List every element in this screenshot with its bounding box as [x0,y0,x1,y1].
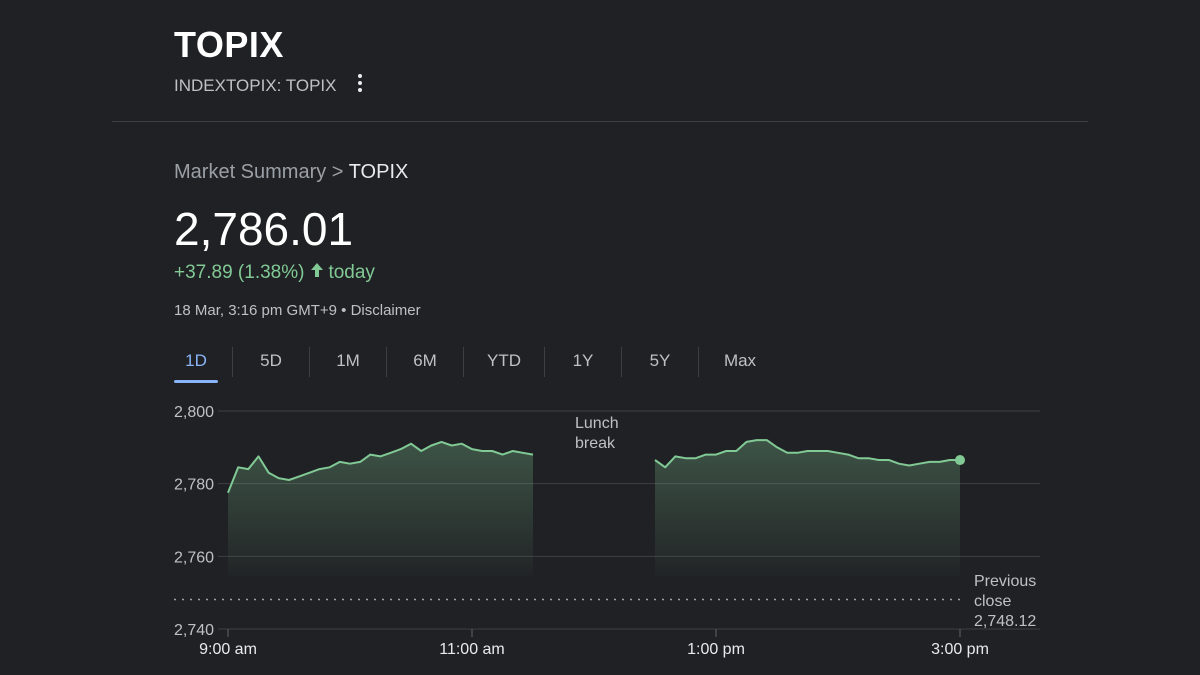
x-tick-label: 9:00 am [199,641,257,658]
price-change: +37.89 (1.38%) today [174,262,375,284]
breadcrumb-market-summary[interactable]: Market Summary [174,161,327,183]
meta-separator: • [337,302,351,319]
lunch-break-label: Lunch [575,415,619,432]
range-tabs: 1D 5D 1M 6M YTD 1Y 5Y Max [174,345,767,383]
breadcrumb-separator: > [326,161,349,183]
lunch-break-label: break [575,435,616,452]
breadcrumb-current: TOPIX [348,161,409,183]
price-line-segment [654,439,960,469]
range-separator [386,347,387,377]
previous-close-label: close [974,593,1011,610]
range-tab-6m[interactable]: 6M [413,351,437,370]
range-separator [309,347,310,377]
ticker-symbol: INDEXTOPIX: TOPIX [174,76,337,95]
range-tab-max[interactable]: Max [723,351,757,370]
quote-meta: 18 Mar, 3:16 pm GMT+9 • Disclaimer [174,302,421,319]
y-tick-label: 2,740 [174,622,214,639]
x-tick-label: 1:00 pm [687,641,745,658]
range-separator [621,347,622,377]
y-tick-label: 2,780 [174,477,214,494]
more-options-icon[interactable] [353,73,367,93]
previous-close-label: Previous [974,573,1036,590]
current-price: 2,786.01 [174,203,354,255]
x-tick-label: 11:00 am [439,641,505,658]
y-tick-label: 2,760 [174,549,214,566]
range-tab-ytd[interactable]: YTD [487,351,521,370]
area-segment [228,441,533,576]
index-title: TOPIX [174,24,284,65]
y-tick-label: 2,800 [174,404,214,421]
quote-timestamp: 18 Mar, 3:16 pm GMT+9 [174,302,337,319]
range-tab-5y[interactable]: 5Y [649,351,671,370]
arrow-up-icon [310,262,324,284]
range-tab-1y[interactable]: 1Y [572,351,594,370]
range-tab-1d[interactable]: 1D [174,345,218,383]
disclaimer-link[interactable]: Disclaimer [350,302,421,319]
range-separator [544,347,545,377]
header-divider [112,121,1088,122]
change-period: today [328,262,375,283]
range-separator [463,347,464,377]
change-value: +37.89 (1.38%) [174,262,305,283]
breadcrumb: Market Summary > TOPIX [174,161,408,184]
range-tab-5d[interactable]: 5D [260,351,282,370]
price-line-segment [227,440,534,494]
range-tab-1m[interactable]: 1M [336,351,360,370]
area-segment [655,440,960,576]
ticker-row: INDEXTOPIX: TOPIX [174,73,367,96]
range-separator [698,347,699,377]
range-separator [232,347,233,377]
previous-close-label: 2,748.12 [974,613,1036,630]
current-price-dot [955,455,965,466]
x-tick-label: 3:00 pm [931,641,989,658]
